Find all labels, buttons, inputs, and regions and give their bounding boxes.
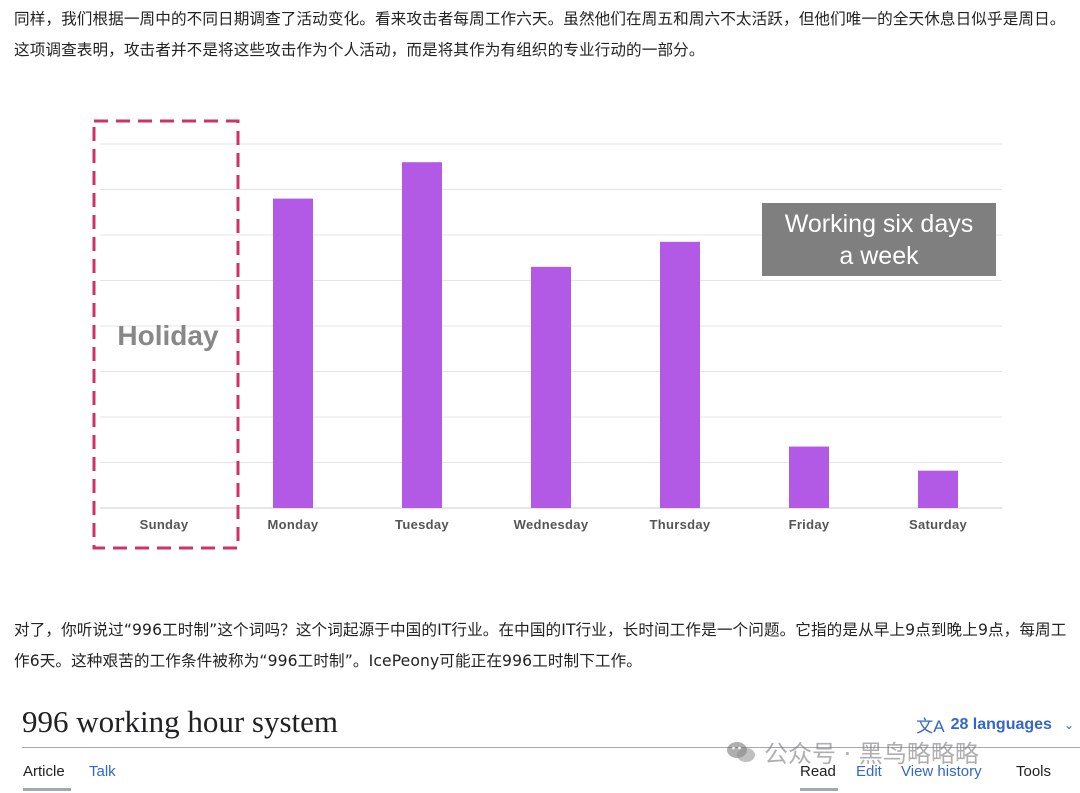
chart-bars xyxy=(273,162,958,508)
wechat-icon xyxy=(727,741,755,762)
languages-label: 28 languages xyxy=(950,715,1052,733)
tab-read-underline xyxy=(800,788,838,791)
wiki-page-title: 996 working hour system xyxy=(22,704,339,739)
intro-paragraph: 同样，我们根据一周中的不同日期调查了活动变化。看来攻击者每周工作六天。虽然他们在… xyxy=(14,10,1066,59)
x-tick-label-tuesday: Tuesday xyxy=(395,517,449,532)
x-tick-label-thursday: Thursday xyxy=(650,517,711,532)
tab-article[interactable]: Article xyxy=(23,763,65,780)
996-paragraph: 对了，你听说过“996工时制”这个词吗？这个词起源于中国的IT行业。在中国的IT… xyxy=(14,621,1067,670)
tab-article-underline xyxy=(23,788,71,791)
working-days-annotation-line1: Working six days xyxy=(785,210,974,238)
x-tick-label-saturday: Saturday xyxy=(909,517,968,532)
title-divider xyxy=(22,747,1080,748)
bar-thursday xyxy=(660,241,700,508)
x-tick-label-friday: Friday xyxy=(789,517,830,532)
chart-x-tick-labels: Sunday Monday Tuesday Wednesday Thursday Frid… xyxy=(140,517,968,532)
working-days-annotation-box xyxy=(762,203,996,276)
holiday-annotation: Holiday xyxy=(117,320,219,351)
tab-edit[interactable]: Edit xyxy=(856,763,882,780)
working-days-annotation-line2: a week xyxy=(839,242,919,270)
chevron-down-icon: ⌄ xyxy=(1063,717,1074,732)
bar-saturday xyxy=(918,470,958,508)
translate-icon: 文A xyxy=(916,717,945,736)
languages-button[interactable]: 文A 28 languages ⌄ xyxy=(916,712,1074,737)
weekday-activity-chart: Sunday Monday Tuesday Wednesday Thursday Frid… xyxy=(92,119,1002,550)
tab-talk[interactable]: Talk xyxy=(89,763,116,780)
bar-friday xyxy=(789,446,829,508)
tab-tools[interactable]: Tools xyxy=(1016,763,1052,780)
tab-view-history[interactable]: View history xyxy=(901,763,982,780)
tab-read[interactable]: Read xyxy=(800,763,836,780)
x-tick-label-wednesday: Wednesday xyxy=(514,517,589,532)
bar-wednesday xyxy=(531,266,571,508)
bar-monday xyxy=(273,198,313,508)
x-tick-label-sunday: Sunday xyxy=(140,517,189,532)
holiday-highlight-box xyxy=(92,119,240,550)
x-tick-label-monday: Monday xyxy=(268,517,319,532)
bar-tuesday xyxy=(402,162,442,508)
